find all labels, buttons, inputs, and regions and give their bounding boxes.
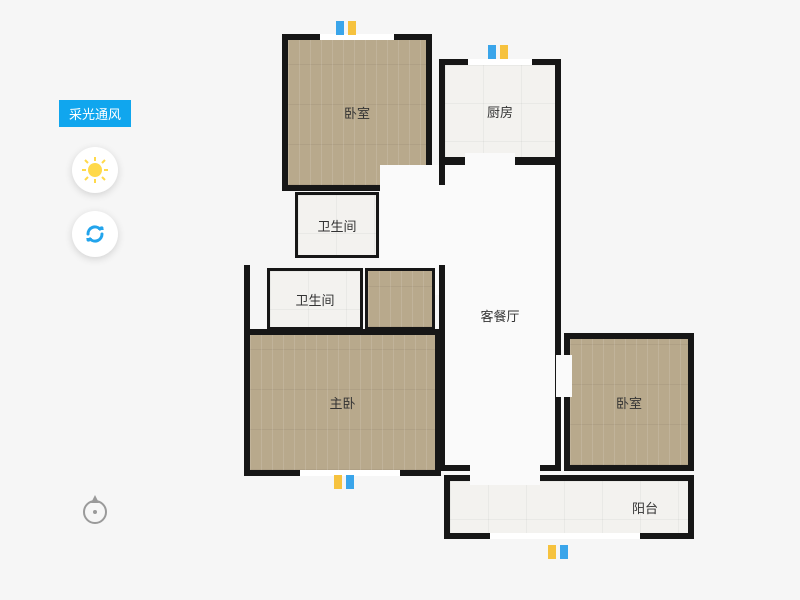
room-bathroom-top: 卫生间	[298, 195, 376, 255]
floor-plan: 卧室 厨房 卫生间 客餐厅 卫生间 主卧 卧室 阳台	[240, 25, 710, 575]
room-label: 卫生间	[295, 290, 334, 309]
window-kitchen	[468, 59, 532, 65]
vent-icon	[334, 475, 354, 489]
refresh-icon	[82, 221, 108, 247]
room-label: 卧室	[344, 103, 370, 122]
mode-label: 采光通风	[59, 100, 131, 127]
vent-icon	[336, 21, 356, 35]
room-label: 厨房	[487, 102, 513, 121]
door-kitchen-living	[465, 153, 515, 168]
room-living: 客餐厅	[445, 165, 555, 465]
room-bathroom-low: 卫生间	[270, 271, 360, 327]
door-living-bedroom-right	[556, 355, 572, 397]
room-label: 阳台	[632, 498, 658, 517]
door-living-balcony	[470, 461, 540, 485]
room-kitchen: 厨房	[445, 65, 555, 157]
compass-icon	[80, 495, 110, 525]
door-corridor-living	[439, 185, 451, 265]
room-bedroom-top: 卧室	[288, 40, 426, 185]
room-master: 主卧	[250, 335, 435, 470]
room-bedroom-right: 卧室	[570, 339, 688, 465]
sidebar: 采光通风	[50, 100, 140, 275]
vent-icon	[548, 545, 568, 559]
refresh-button[interactable]	[72, 211, 118, 257]
room-label: 客餐厅	[480, 306, 519, 325]
room-closet	[368, 271, 432, 327]
outer-wall-top-right	[555, 59, 561, 339]
room-label: 卫生间	[317, 216, 356, 235]
sun-icon	[82, 157, 108, 183]
outer-wall-left	[244, 265, 250, 476]
vent-icon	[488, 45, 508, 59]
sun-button[interactable]	[72, 147, 118, 193]
room-label: 卧室	[616, 393, 642, 412]
window-balcony	[490, 533, 640, 539]
room-balcony: 阳台	[450, 481, 688, 533]
room-label: 主卧	[329, 393, 355, 412]
window-top-bedroom	[320, 34, 394, 40]
